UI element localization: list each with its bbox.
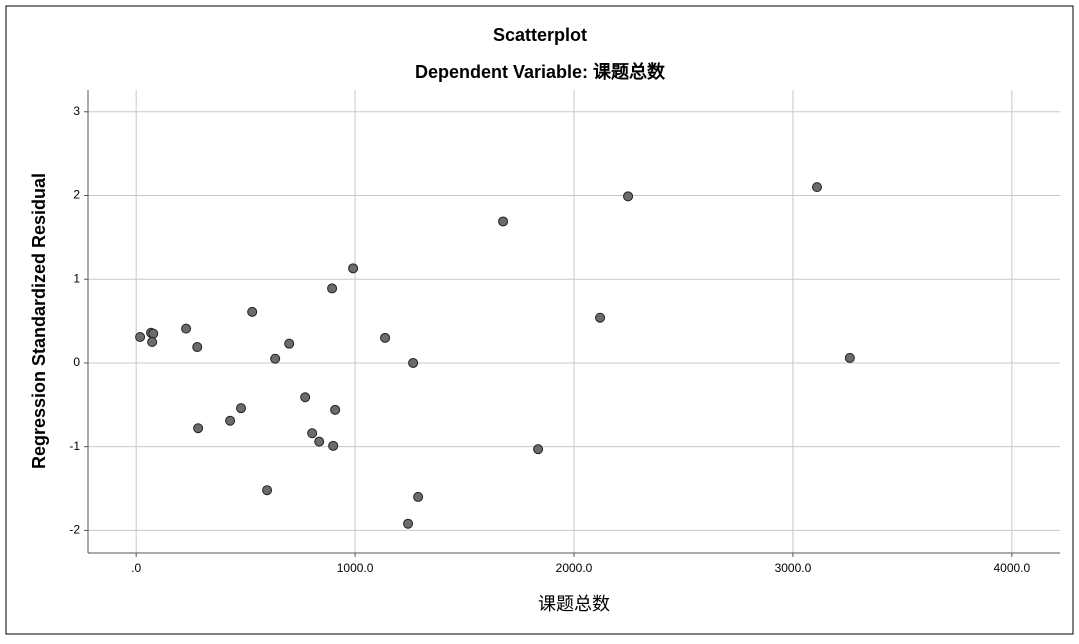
point	[148, 328, 159, 339]
x-tick-label: .0	[131, 561, 141, 575]
point	[348, 263, 359, 274]
y-tick-label: 3	[73, 104, 80, 118]
point	[327, 283, 338, 294]
point	[595, 312, 606, 323]
point	[192, 342, 203, 353]
point	[307, 428, 318, 439]
point	[225, 415, 236, 426]
chart-subtitle: Dependent Variable: 课题总数	[415, 61, 666, 82]
point	[262, 485, 273, 496]
point	[844, 352, 855, 363]
x-tick-label: 3000.0	[775, 561, 812, 575]
x-tick-label: 1000.0	[337, 561, 374, 575]
point	[403, 518, 414, 529]
point	[193, 423, 204, 434]
x-tick-label: 4000.0	[993, 561, 1030, 575]
point	[408, 357, 419, 368]
point	[413, 491, 424, 502]
y-tick-label: -2	[69, 523, 80, 537]
point	[328, 440, 339, 451]
chart-title: Scatterplot	[493, 25, 587, 45]
y-tick-label: 2	[73, 188, 80, 202]
point	[533, 444, 544, 455]
y-axis-label: Regression Standardized Residual	[29, 173, 49, 469]
point	[147, 337, 158, 348]
y-tick-label: 0	[73, 355, 80, 369]
point	[623, 191, 634, 202]
point	[498, 216, 509, 227]
point	[135, 331, 146, 342]
point	[300, 392, 311, 403]
point	[270, 353, 281, 364]
point	[247, 306, 258, 317]
point	[181, 323, 192, 334]
x-axis-label: 课题总数	[538, 594, 610, 614]
x-tick-label: 2000.0	[556, 561, 593, 575]
point	[314, 436, 325, 447]
y-tick-label: -1	[69, 439, 80, 453]
point	[380, 332, 391, 343]
frame	[5, 5, 1074, 635]
point	[284, 338, 295, 349]
point	[236, 403, 247, 414]
point	[330, 404, 341, 415]
point	[812, 182, 822, 193]
y-tick-label: 1	[73, 271, 80, 285]
